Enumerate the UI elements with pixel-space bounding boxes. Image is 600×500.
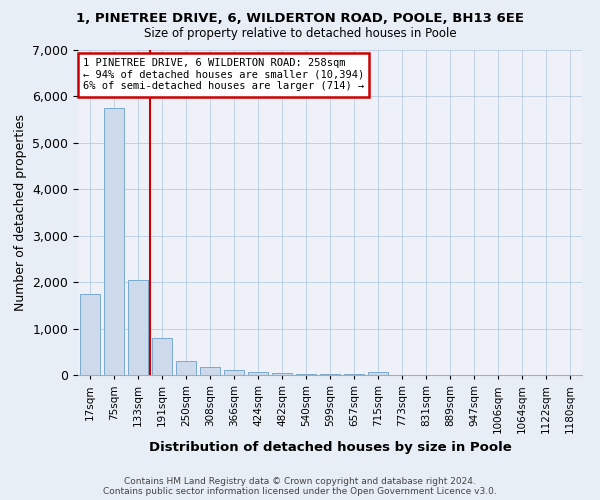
X-axis label: Distribution of detached houses by size in Poole: Distribution of detached houses by size … [149, 441, 511, 454]
Text: Size of property relative to detached houses in Poole: Size of property relative to detached ho… [143, 28, 457, 40]
Bar [104, 108, 124, 375]
Text: Contains HM Land Registry data © Crown copyright and database right 2024.
Contai: Contains HM Land Registry data © Crown c… [103, 476, 497, 496]
Y-axis label: Number of detached properties: Number of detached properties [14, 114, 27, 311]
Text: 1 PINETREE DRIVE, 6 WILDERTON ROAD: 258sqm
← 94% of detached houses are smaller : 1 PINETREE DRIVE, 6 WILDERTON ROAD: 258s… [83, 58, 364, 92]
Bar [224, 370, 244, 375]
Bar [200, 367, 220, 375]
Bar [176, 360, 196, 375]
Bar [272, 373, 292, 375]
Bar [320, 374, 340, 375]
Bar [80, 294, 100, 375]
Bar [296, 374, 316, 375]
Bar [368, 372, 388, 375]
Bar [344, 374, 364, 375]
Bar [152, 338, 172, 375]
Text: 1, PINETREE DRIVE, 6, WILDERTON ROAD, POOLE, BH13 6EE: 1, PINETREE DRIVE, 6, WILDERTON ROAD, PO… [76, 12, 524, 26]
Bar [248, 372, 268, 375]
Bar [128, 280, 148, 375]
